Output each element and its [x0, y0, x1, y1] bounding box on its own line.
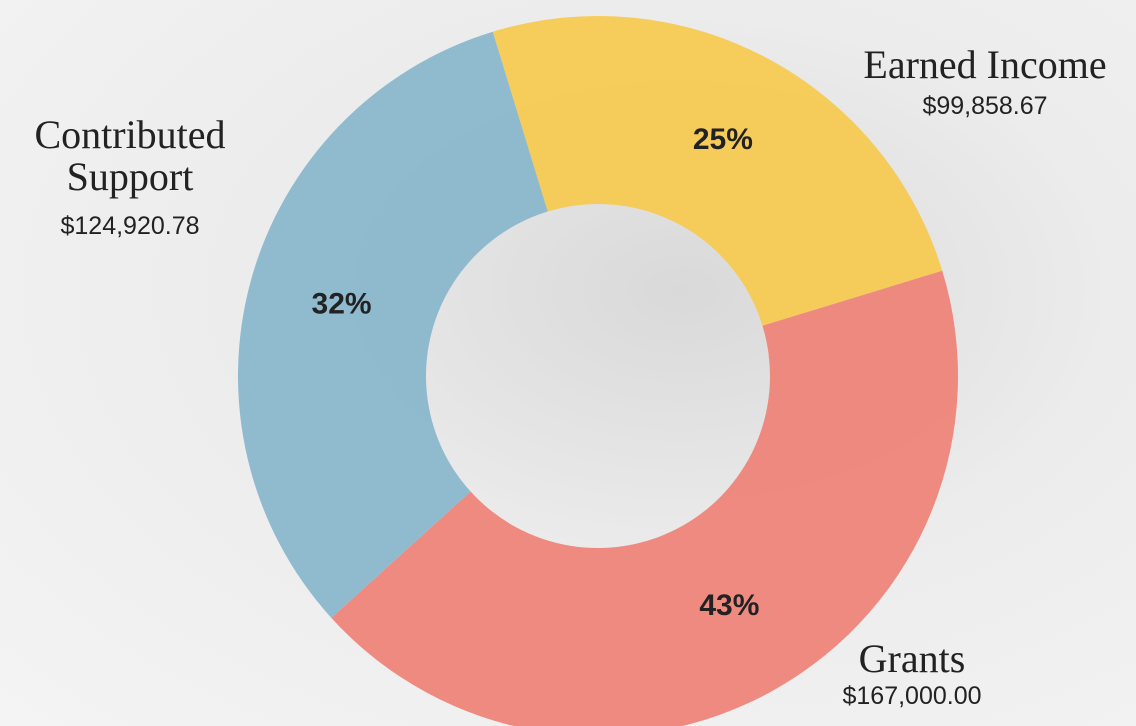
amount-label: $167,000.00	[762, 682, 1062, 711]
category-label: Grants	[762, 638, 1062, 680]
percent-label: 25%	[693, 123, 753, 156]
amount-label: $99,858.67	[835, 92, 1135, 121]
category-label: Contributed Support	[0, 114, 260, 198]
page: 25%43%32% Earned Income$99,858.67Grants$…	[0, 0, 1136, 726]
amount-label: $124,920.78	[0, 212, 260, 241]
percent-label: 32%	[312, 287, 372, 320]
percent-label: 43%	[699, 589, 759, 622]
category-label: Earned Income	[835, 44, 1135, 86]
